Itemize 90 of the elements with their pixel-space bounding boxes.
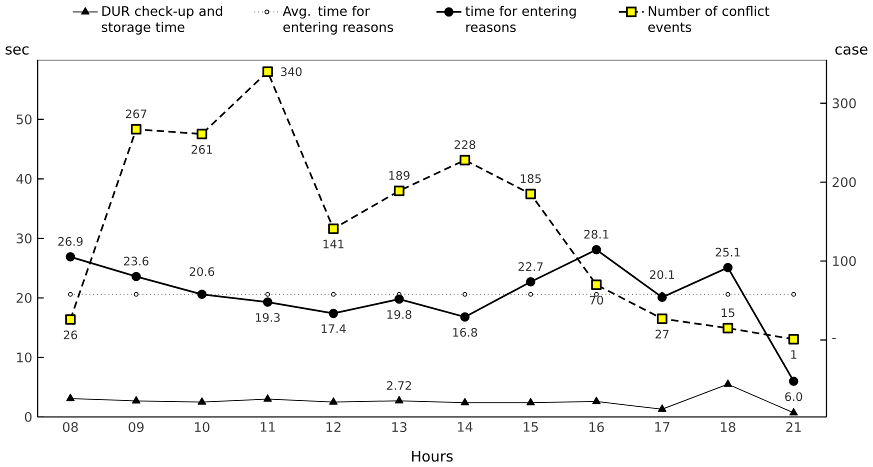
data-label: 2.72 (387, 381, 411, 390)
point (394, 396, 404, 404)
point (263, 394, 272, 402)
legend-label: Number of conflict events (648, 6, 770, 32)
data-label: 15 (722, 308, 734, 318)
x-tick-label: 08 (62, 422, 78, 432)
point (197, 290, 207, 300)
data-label: 17.4 (322, 324, 346, 334)
legend-label: time for entering reasons (465, 6, 576, 32)
data-label: 261 (192, 145, 212, 154)
x-tick-label: 21 (786, 422, 801, 432)
y-axis-title: sec (6, 46, 29, 55)
y-tick-label: 20 (16, 293, 32, 304)
point (657, 292, 667, 302)
point (196, 129, 208, 140)
y2-axis-title: case (835, 46, 868, 55)
data-label: 340 (281, 67, 302, 76)
legend-label: DUR check-up and storage time (102, 6, 222, 35)
y2-tick-label: 200 (832, 177, 856, 188)
point (328, 224, 339, 234)
data-label: 20.1 (650, 270, 674, 280)
point (526, 277, 536, 287)
data-label: 6.0 (785, 392, 802, 402)
y-tick-label: 50 (16, 114, 32, 125)
x-tick-label: 12 (326, 422, 340, 432)
data-label: 16.8 (453, 328, 478, 338)
x-tick-label: 13 (392, 422, 406, 432)
point (656, 314, 668, 324)
y-tick-label: 30 (16, 234, 32, 244)
data-label: 185 (520, 174, 541, 184)
data-label: 27 (656, 330, 669, 339)
point (132, 272, 141, 282)
point (328, 308, 338, 318)
x-tick-label: 18 (720, 422, 736, 432)
point (132, 396, 140, 404)
data-label: 228 (454, 140, 476, 150)
point (66, 252, 76, 262)
point (526, 398, 535, 406)
point (394, 186, 404, 196)
point (591, 280, 602, 290)
x-tick-label: 10 (195, 422, 210, 432)
point (788, 376, 798, 386)
data-label: 26 (64, 330, 78, 340)
data-label: 26.9 (58, 237, 83, 246)
point (66, 394, 75, 402)
point (658, 404, 666, 412)
data-label: 23.6 (124, 256, 148, 266)
y-tick-label: 0 (24, 412, 32, 422)
x-tick-label: 15 (524, 422, 538, 432)
y2-tick-label: 300 (832, 98, 856, 108)
data-label: 1 (791, 350, 796, 359)
x-tick-label: 17 (655, 422, 670, 432)
point (592, 245, 602, 255)
point (724, 380, 732, 388)
x-tick-label: 16 (589, 422, 604, 432)
x-tick-label: 09 (128, 422, 144, 432)
point (262, 298, 272, 307)
y2-tick-label: - (832, 338, 836, 340)
y-tick-label: 10 (17, 352, 32, 363)
point (592, 396, 601, 404)
x-tick-label: 11 (260, 422, 275, 432)
data-label: 141 (324, 240, 344, 248)
point (262, 66, 273, 78)
point (789, 408, 798, 416)
legend-label: Avg. time for entering reasons (282, 6, 394, 35)
data-label: 19.8 (387, 310, 412, 320)
x-axis-title: Hours (412, 451, 453, 462)
point (329, 397, 338, 405)
data-label: 19.3 (256, 313, 280, 322)
point (460, 155, 470, 166)
point (65, 314, 76, 325)
data-label: 189 (389, 171, 410, 180)
point (198, 397, 206, 405)
point (460, 398, 470, 406)
point (723, 263, 733, 272)
point (394, 294, 404, 304)
data-label: 70 (590, 296, 604, 305)
data-label: 28.1 (584, 230, 608, 239)
x-tick-label: 14 (458, 422, 473, 432)
data-label: 267 (126, 110, 146, 119)
y-tick-label: 40 (16, 174, 32, 184)
data-label: 22.7 (518, 262, 543, 272)
point (460, 312, 470, 322)
point (130, 124, 142, 135)
point (788, 334, 799, 345)
point (722, 323, 734, 334)
data-label: 20.6 (190, 267, 214, 276)
point (525, 188, 536, 200)
y2-tick-label: 100 (833, 256, 856, 266)
data-label: 25.1 (716, 248, 740, 257)
